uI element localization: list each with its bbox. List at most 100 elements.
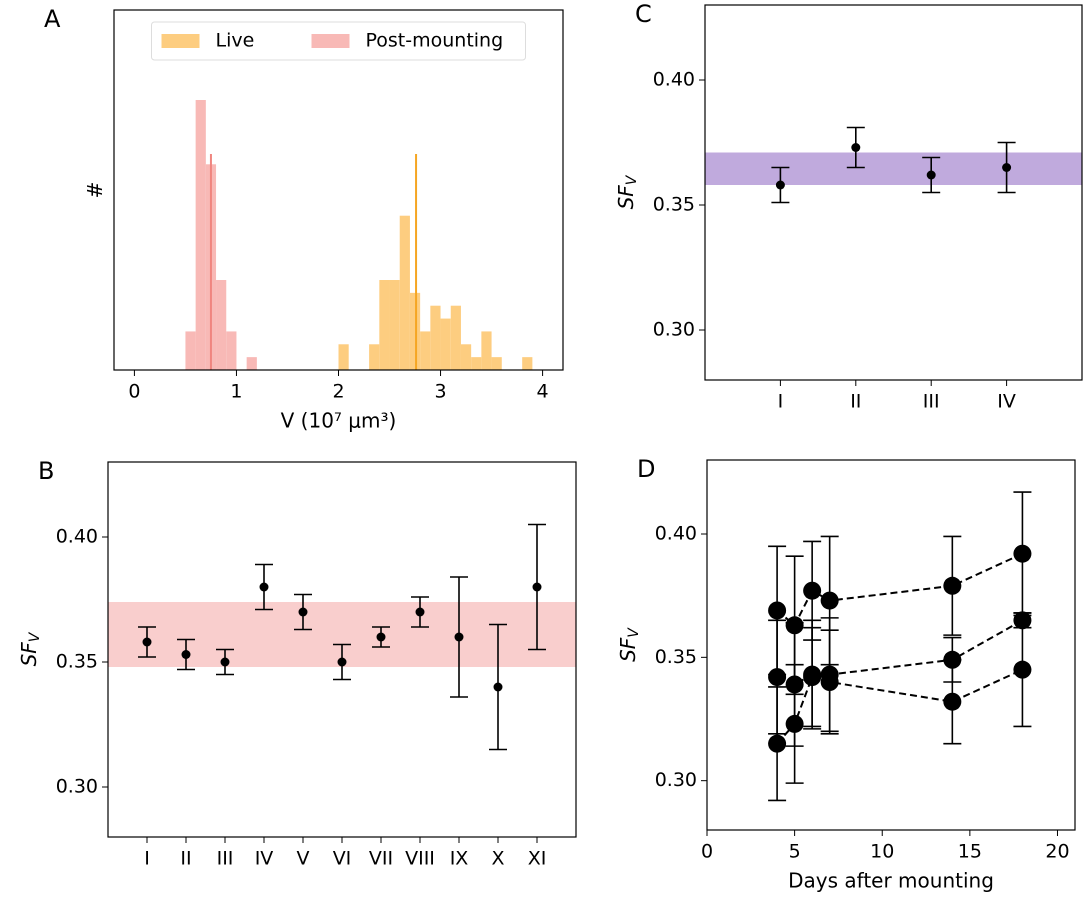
histogram-bar <box>369 344 380 370</box>
histogram-bar <box>246 357 257 370</box>
data-point <box>220 657 230 667</box>
x-tick-label: III <box>217 848 234 870</box>
legend-label: Live <box>216 30 255 52</box>
histogram-bar <box>389 280 400 370</box>
x-tick-label: IV <box>255 848 274 870</box>
data-point <box>181 650 191 659</box>
panel-label: D <box>637 455 655 483</box>
y-axis-label: SFV <box>17 631 44 666</box>
data-point <box>943 692 962 711</box>
data-point <box>943 576 962 595</box>
legend-swatch <box>161 34 200 48</box>
histogram-bar <box>185 331 196 370</box>
histogram-bar <box>522 357 533 370</box>
y-axis-label: # <box>83 182 107 199</box>
histogram-bar <box>491 357 502 370</box>
x-tick-label: II <box>850 391 861 413</box>
x-tick-label: IX <box>450 848 469 870</box>
panel-label: A <box>44 5 61 33</box>
y-tick-label: 0.30 <box>653 319 695 341</box>
y-tick-label: 0.30 <box>56 776 98 798</box>
data-point <box>768 668 787 687</box>
data-point <box>337 657 347 667</box>
y-tick-label: 0.40 <box>56 526 98 548</box>
data-point <box>768 734 787 753</box>
x-tick-label: VII <box>369 848 393 870</box>
x-tick-label: XI <box>528 848 547 870</box>
x-tick-label: I <box>778 391 784 413</box>
data-point <box>1013 660 1032 679</box>
x-tick-label: 4 <box>537 381 549 403</box>
x-tick-label: X <box>491 848 504 870</box>
histogram-bar <box>216 280 227 370</box>
y-axis-label-main: # <box>83 182 107 199</box>
data-point <box>820 673 839 691</box>
histogram-bar <box>440 318 451 370</box>
data-point <box>532 582 542 592</box>
y-axis-label-sub: V <box>624 174 640 185</box>
data-point <box>142 637 152 647</box>
histogram-bar <box>430 305 441 370</box>
data-point <box>768 601 787 620</box>
y-axis-label-sub: V <box>27 631 43 642</box>
panel-label: C <box>635 0 652 28</box>
data-point <box>851 143 861 152</box>
x-tick-label: II <box>180 848 191 870</box>
x-tick-label: VIII <box>405 848 435 870</box>
x-tick-label: VI <box>333 848 352 870</box>
panel-label: B <box>38 457 54 485</box>
histogram-bar <box>460 344 472 370</box>
band <box>705 152 1082 185</box>
series-line <box>776 552 1023 627</box>
y-tick-label: 0.40 <box>655 523 697 545</box>
data-point <box>785 714 804 733</box>
y-tick-label: 0.40 <box>653 69 695 91</box>
data-point <box>298 607 308 617</box>
legend: Live Post-mounting <box>151 21 526 61</box>
histogram-bar <box>338 344 349 370</box>
x-tick-label: 10 <box>870 841 894 863</box>
data-point <box>926 170 936 180</box>
y-tick-label: 0.35 <box>653 194 695 216</box>
y-axis-label-sub: V <box>626 627 642 638</box>
data-point <box>1013 544 1032 563</box>
y-axis-label-main: SF <box>614 185 638 210</box>
axes-frame <box>107 461 577 838</box>
series-line <box>776 668 1023 745</box>
histogram-bar <box>409 292 421 370</box>
x-axis-label: Days after mounting <box>788 869 994 893</box>
histogram-bar <box>420 331 431 370</box>
x-tick-label: 3 <box>434 381 446 403</box>
y-axis-label: SFV <box>616 627 643 662</box>
data-point <box>803 581 822 600</box>
y-axis-label: SFV <box>614 174 641 209</box>
data-point <box>493 682 503 692</box>
y-axis-label-main: SF <box>17 642 41 667</box>
axes-frame <box>704 4 1083 381</box>
data-point <box>775 180 785 190</box>
x-tick-label: 0 <box>701 841 713 863</box>
x-axis-label: V (10⁷ μm³) <box>281 409 397 433</box>
legend-swatch <box>311 34 350 48</box>
x-tick-label: 2 <box>332 381 344 403</box>
histogram-bar <box>226 331 237 370</box>
data-point <box>376 632 386 642</box>
x-tick-label: IV <box>997 391 1016 413</box>
panel: A 0 1 2 3 4 V (10⁷ μm³) # Live Post-mounting <box>44 5 564 433</box>
y-axis-label-main: SF <box>616 637 640 662</box>
y-tick-label: 0.30 <box>655 769 697 791</box>
x-tick-label: 5 <box>789 841 801 863</box>
x-tick-label: III <box>923 391 940 413</box>
histogram-bar <box>195 100 206 370</box>
data-point <box>1002 163 1012 172</box>
data-point <box>415 607 425 617</box>
x-tick-label: V <box>297 848 310 870</box>
panel: D 0.30 0.35 0.40 0 5 10 15 20 Days after mounting… <box>616 455 1076 893</box>
y-tick-label: 0.35 <box>56 651 98 673</box>
histogram-bar <box>450 305 461 370</box>
histogram-bar <box>481 331 492 370</box>
x-tick-label: 0 <box>128 381 140 403</box>
y-tick-label: 0.35 <box>655 646 697 668</box>
histogram-bar <box>399 215 410 370</box>
